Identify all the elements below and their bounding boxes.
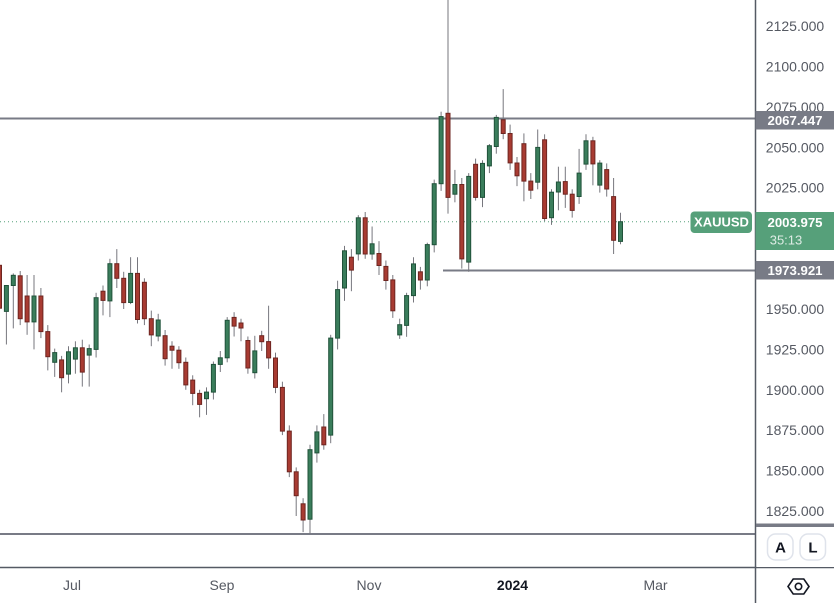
- svg-text:2025.000: 2025.000: [766, 180, 825, 196]
- svg-text:2125.000: 2125.000: [766, 18, 825, 34]
- svg-text:Nov: Nov: [357, 577, 382, 593]
- svg-text:2050.000: 2050.000: [766, 139, 825, 155]
- svg-text:2003.975: 2003.975: [767, 215, 822, 230]
- svg-text:1825.000: 1825.000: [766, 503, 825, 519]
- svg-text:Mar: Mar: [643, 577, 667, 593]
- svg-text:1950.000: 1950.000: [766, 301, 825, 317]
- svg-text:XAUUSD: XAUUSD: [694, 215, 749, 230]
- svg-text:1925.000: 1925.000: [766, 341, 825, 357]
- svg-text:A: A: [775, 540, 786, 557]
- svg-text:1850.000: 1850.000: [766, 463, 825, 479]
- svg-text:Jul: Jul: [63, 577, 81, 593]
- svg-text:2100.000: 2100.000: [766, 58, 825, 74]
- svg-text:L: L: [808, 540, 817, 557]
- svg-text:35:13: 35:13: [770, 233, 803, 248]
- svg-text:2067.447: 2067.447: [767, 113, 822, 128]
- svg-text:1875.000: 1875.000: [766, 422, 825, 438]
- svg-text:1973.921: 1973.921: [767, 263, 822, 278]
- svg-text:2024: 2024: [497, 577, 528, 593]
- svg-text:Sep: Sep: [210, 577, 235, 593]
- svg-text:2075.000: 2075.000: [766, 99, 825, 115]
- svg-text:1900.000: 1900.000: [766, 382, 825, 398]
